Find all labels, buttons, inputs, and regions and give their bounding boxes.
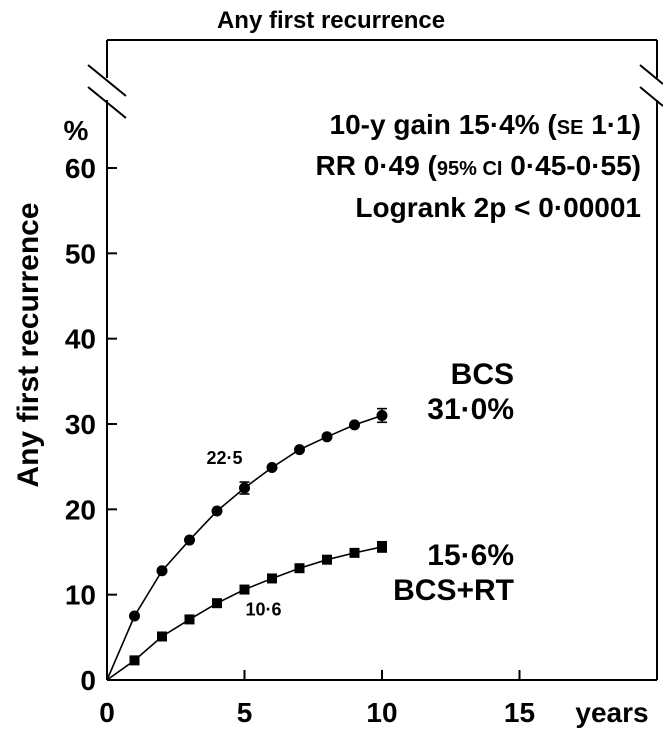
x-axis-unit: years — [575, 697, 648, 728]
point-annotation: 10·6 — [246, 600, 282, 620]
series-end-value-label: 15·6% — [427, 539, 514, 572]
data-point — [294, 444, 305, 456]
statistics-block: 10-y gain 15·4% (SE 1·1) RR 0·49 (95% CI … — [316, 109, 641, 223]
chart-title: Any first recurrence — [217, 7, 445, 34]
x-tick-label: 15 — [504, 697, 535, 728]
data-point — [267, 573, 277, 584]
statistics-text: 1·1) — [583, 109, 641, 140]
statistics-text: Logrank 2p < 0·00001 — [355, 192, 641, 223]
y-tick-label: 20 — [65, 494, 96, 525]
statistics-line: Logrank 2p < 0·00001 — [355, 192, 641, 223]
data-point — [129, 655, 140, 666]
statistics-text: 10-y gain 15·4% ( — [330, 109, 558, 140]
y-tick-label: 10 — [65, 580, 96, 611]
series-line — [106, 546, 383, 681]
data-point — [239, 584, 250, 595]
y-tick-label: 40 — [65, 324, 96, 355]
y-tick-label: 30 — [65, 409, 96, 440]
x-tick-label: 5 — [237, 697, 253, 728]
series-end-value-label: 31·0% — [427, 393, 514, 426]
data-point — [156, 565, 168, 577]
statistics-line: 10-y gain 15·4% (SE 1·1) — [330, 109, 641, 140]
statistics-text: RR 0·49 ( — [316, 150, 438, 181]
y-tick-label: 0 — [80, 665, 96, 696]
data-point — [239, 482, 250, 494]
y-ticks: 0 10 20 30 40 50 60 — [65, 153, 117, 696]
data-point — [129, 610, 140, 622]
y-axis-unit: % — [64, 115, 89, 146]
data-point — [376, 409, 388, 421]
data-point — [211, 505, 223, 517]
data-point — [349, 547, 360, 558]
statistics-text: 0·45-0·55) — [502, 150, 641, 181]
y-axis-break-mark — [87, 86, 127, 119]
data-point — [349, 419, 360, 431]
statistics-small-caps: 95% CI — [437, 158, 503, 180]
statistics-line: RR 0·49 (95% CI 0·45-0·55) — [316, 150, 641, 181]
data-point — [294, 563, 305, 574]
data-point — [212, 598, 222, 609]
statistics-small-caps: SE — [557, 117, 584, 139]
x-tick-label: 0 — [99, 697, 115, 728]
series-name-label: BCS — [451, 358, 514, 391]
data-point — [377, 541, 387, 552]
x-tick-label: 10 — [366, 697, 397, 728]
data-point — [322, 554, 332, 565]
y-axis-break-mark — [87, 64, 127, 97]
series-name-label: BCS+RT — [393, 574, 514, 607]
y-axis-title: Any first recurrence — [12, 202, 45, 487]
right-axis-break-mark — [639, 86, 663, 107]
series-line — [106, 414, 383, 681]
y-tick-label: 60 — [65, 153, 96, 184]
data-point — [157, 631, 167, 642]
data-point — [321, 431, 333, 443]
data-point — [266, 462, 278, 474]
right-axis-break-mark — [639, 64, 663, 85]
data-point — [184, 534, 195, 546]
data-point — [184, 614, 195, 625]
y-tick-label: 50 — [65, 238, 96, 269]
x-ticks: 0 5 10 15 — [99, 670, 535, 728]
point-annotation: 22·5 — [206, 448, 242, 468]
